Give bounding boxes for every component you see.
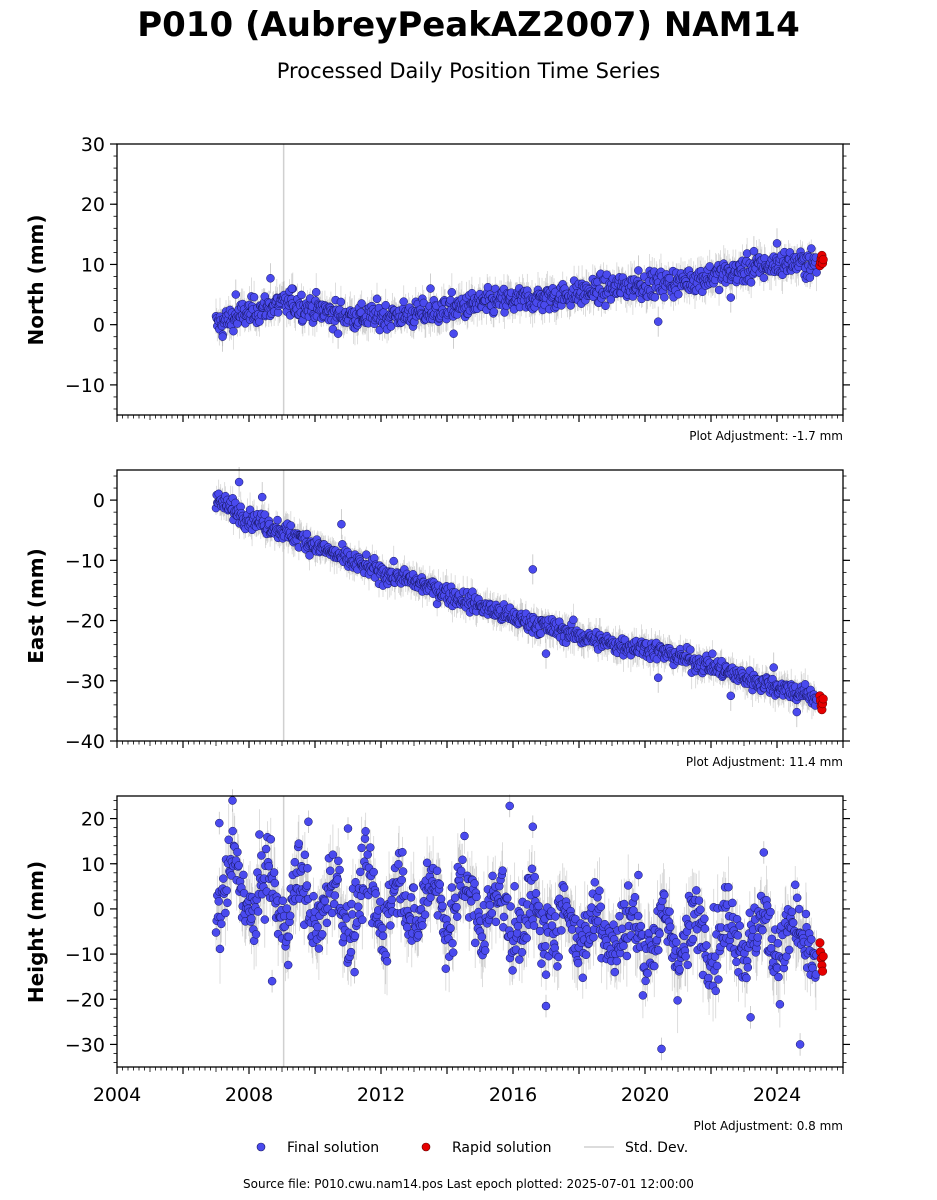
east-final-point (389, 556, 398, 566)
north-final-point (601, 301, 610, 311)
north-final-point (333, 329, 343, 338)
east-y-tick-label: −20 (65, 611, 105, 633)
north-final-solution-points (211, 239, 821, 341)
north-final-point (807, 244, 816, 253)
height-panel: Height (mm) Plot Adjustment: 0.8 mm −30−… (24, 789, 850, 1133)
north-final-point (746, 278, 756, 287)
north-final-point (489, 307, 499, 316)
north-final-point (714, 285, 724, 295)
north-final-point (381, 300, 390, 310)
north-y-tick-label: 0 (93, 315, 105, 337)
north-final-point (399, 297, 408, 306)
height-final-point (219, 874, 228, 883)
east-final-point (792, 707, 802, 717)
north-final-point (665, 274, 674, 283)
height-y-axis-label: Height (mm) (24, 861, 48, 1003)
north-y-tick-label: −10 (65, 375, 105, 397)
height-final-point (211, 928, 221, 937)
north-final-point (805, 273, 815, 282)
north-final-point (357, 299, 366, 308)
north-plot-adjustment: Plot Adjustment: -1.7 mm (689, 429, 843, 443)
east-final-point (305, 551, 314, 560)
north-final-point (447, 288, 457, 297)
east-rapid-point (818, 694, 828, 704)
north-final-point (634, 266, 643, 275)
north-final-point (650, 293, 660, 302)
north-final-point (249, 292, 259, 302)
north-final-point (726, 293, 736, 302)
north-final-point (336, 297, 346, 307)
north-y-axis-label: North (mm) (24, 214, 48, 345)
height-final-point (217, 919, 226, 929)
north-final-point (218, 332, 227, 341)
north-final-point (759, 273, 769, 283)
east-final-point (234, 477, 244, 487)
east-final-point (257, 492, 267, 502)
north-final-point (287, 284, 297, 293)
east-y-axis-label: East (mm) (24, 548, 48, 664)
east-final-point (708, 649, 717, 658)
east-panel: East (mm) Plot Adjustment: 11.4 mm −40 −3… (24, 466, 850, 769)
north-final-point (426, 284, 435, 293)
height-final-point (222, 886, 231, 895)
north-final-point (674, 290, 683, 299)
north-final-point (705, 262, 714, 271)
east-rapid-solution-points (815, 691, 828, 715)
height-final-point (214, 897, 223, 906)
north-rapid-point (818, 255, 828, 265)
height-final-point (215, 944, 225, 954)
north-y-tick-label: 10 (81, 254, 105, 276)
height-plot-adjustment: Plot Adjustment: 0.8 mm (694, 1119, 843, 1133)
north-final-point (372, 294, 382, 304)
east-y-tick-label: −40 (65, 731, 105, 753)
east-final-point (286, 521, 296, 530)
figure-title: P010 (AubreyPeakAZ2007) NAM14 (137, 5, 800, 45)
north-final-point (660, 293, 669, 302)
figure-subtitle: Processed Daily Position Time Series (277, 59, 661, 83)
north-final-point (311, 287, 321, 297)
east-final-point (686, 645, 695, 654)
east-final-point (302, 529, 312, 539)
east-final-point (541, 649, 551, 658)
east-std-dev-bars (215, 466, 817, 728)
east-y-tick-label: −30 (65, 671, 105, 693)
north-final-point (449, 329, 458, 338)
north-final-point (483, 282, 493, 292)
east-final-point (653, 673, 663, 683)
east-final-point (528, 565, 538, 574)
east-final-point (273, 515, 282, 525)
height-final-point (221, 908, 230, 918)
north-final-point (606, 295, 616, 304)
east-final-point (726, 691, 736, 701)
north-final-point (386, 322, 396, 331)
north-y-tick-label: 20 (81, 194, 105, 216)
east-final-point (260, 510, 270, 519)
north-final-point (653, 317, 663, 326)
height-final-solution-points (211, 796, 821, 1054)
east-plot-adjustment: Plot Adjustment: 11.4 mm (686, 755, 843, 769)
east-final-point (337, 519, 346, 529)
north-final-point (602, 270, 612, 279)
height-final-point (223, 898, 232, 908)
east-y-tick-label: 0 (93, 490, 105, 512)
north-final-point (229, 326, 238, 336)
north-final-point (266, 274, 275, 283)
north-final-point (749, 246, 759, 256)
east-final-point (769, 663, 778, 672)
east-y-tick-label: −10 (65, 550, 105, 572)
north-final-point (772, 239, 782, 248)
north-final-point (297, 290, 306, 300)
east-final-solution-points (211, 477, 821, 717)
east-final-point (569, 615, 578, 625)
north-panel: North (mm) Plot Adjustment: -1.7 mm −10 0… (24, 134, 850, 443)
north-final-point (231, 290, 241, 299)
north-rapid-solution-points (815, 250, 828, 271)
north-y-tick-label: 30 (81, 134, 105, 156)
